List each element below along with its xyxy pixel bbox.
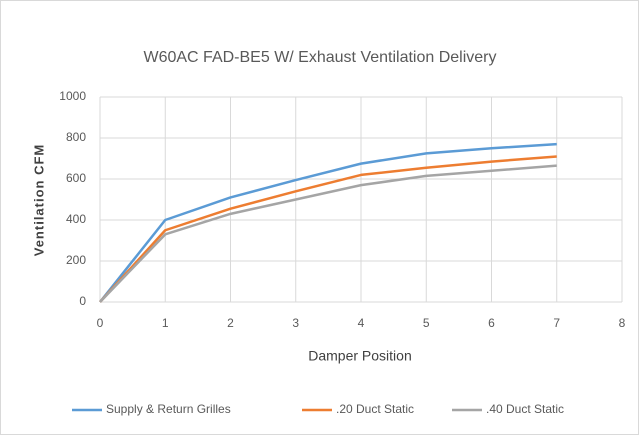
x-tick-label: 7 [553,316,560,330]
x-tick-label: 4 [358,316,365,330]
y-axis-label: Ventilation CFM [31,144,46,257]
x-tick-label: 3 [292,316,299,330]
y-tick-label: 800 [66,130,86,144]
x-tick-label: 1 [162,316,169,330]
legend-label: .20 Duct Static [336,402,414,416]
y-tick-label: 400 [66,212,86,226]
y-tick-label: 0 [79,294,86,308]
x-tick-label: 8 [619,316,626,330]
x-tick-label: 5 [423,316,430,330]
y-tick-label: 600 [66,171,86,185]
chart-title: W60AC FAD-BE5 W/ Exhaust Ventilation Del… [143,49,496,66]
series-line [99,155,557,303]
legend-label: .40 Duct Static [486,402,564,416]
x-tick-label: 0 [97,316,104,330]
y-tick-label: 200 [66,253,86,267]
x-tick-label: 6 [488,316,495,330]
x-tick-label: 2 [227,316,234,330]
x-axis-label: Damper Position [308,348,412,364]
series-line [99,164,557,303]
series-line [99,142,557,303]
legend-label: Supply & Return Grilles [106,402,231,416]
y-tick-label: 1000 [59,89,86,103]
